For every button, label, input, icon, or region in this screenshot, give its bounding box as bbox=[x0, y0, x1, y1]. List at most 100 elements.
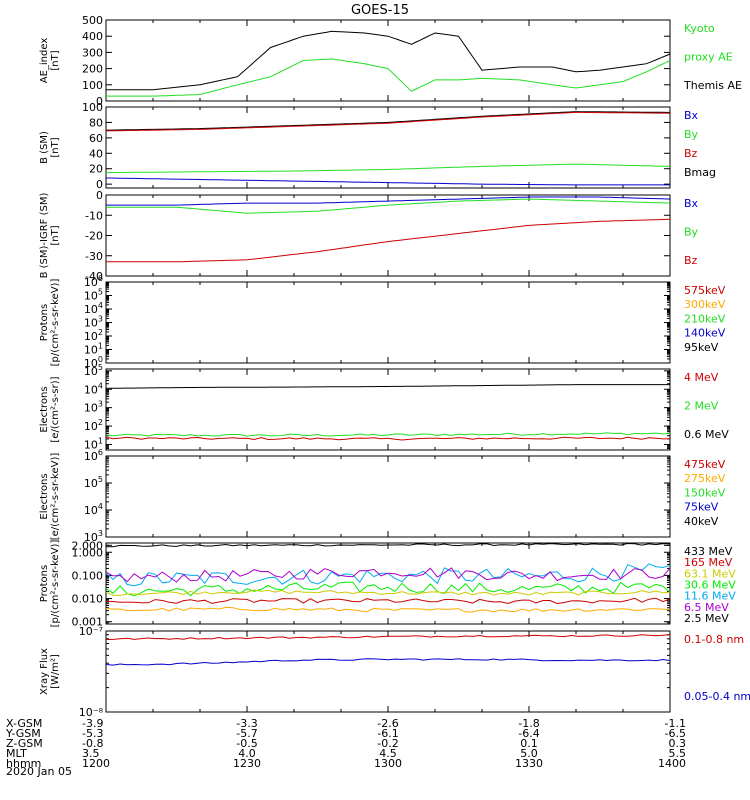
orbit-value: -1.8 bbox=[518, 717, 539, 730]
legend-proxy-ae: proxy AE bbox=[684, 50, 733, 63]
legend-by: By bbox=[684, 128, 699, 141]
legend-by: By bbox=[684, 225, 699, 238]
legend-themis-ae: Themis AE bbox=[683, 79, 742, 92]
panel-bdiff: -40 -30 -20 -10 0 B (SM)-IGRF (SM) [nT] Bx By Bz bbox=[39, 189, 699, 283]
orbit-value: 1230 bbox=[233, 757, 261, 770]
orbit-value: -1.1 bbox=[665, 717, 686, 730]
y-axis-title: Electrons bbox=[39, 386, 50, 432]
y-tick-label: 0 bbox=[96, 189, 103, 202]
legend-95kev: 95keV bbox=[684, 341, 719, 354]
y-tick-label: 0.010 bbox=[72, 593, 104, 606]
legend-63-1-mev: 63.1 MeV bbox=[684, 567, 736, 580]
series-0-1-0-8-nm bbox=[105, 634, 671, 640]
orbit-value: -5.7 bbox=[236, 727, 257, 740]
orbit-value: 0.3 bbox=[669, 737, 687, 750]
y-tick-exponent: 5 bbox=[98, 288, 103, 297]
legend-575kev: 575keV bbox=[684, 284, 726, 297]
y-tick-exponent: 5 bbox=[98, 363, 103, 372]
y-tick-label: 103 bbox=[84, 400, 103, 415]
legend-2-mev: 2 MeV bbox=[684, 399, 719, 412]
y-tick-label: 20 bbox=[89, 163, 103, 176]
series-6-5-mev bbox=[105, 567, 671, 583]
y-tick-label: 105 bbox=[84, 363, 103, 378]
y-tick-label: 40 bbox=[89, 147, 103, 160]
y-axis-title: Protons bbox=[39, 565, 50, 602]
legend-kyoto: Kyoto bbox=[684, 22, 715, 35]
y-tick-exponent: 3 bbox=[98, 400, 103, 409]
orbit-value: -0.2 bbox=[377, 737, 398, 750]
y-axis-title: [nT] bbox=[50, 50, 61, 70]
y-tick-exponent: 0 bbox=[98, 355, 103, 364]
series-0-05-0-4-nm bbox=[105, 658, 671, 666]
y-tick-label: 0 bbox=[96, 95, 103, 108]
y-axis-title: Protons bbox=[39, 304, 50, 341]
y-axis-title: [p/(cm²-s-sr-keV)] bbox=[50, 279, 61, 367]
orbit-row-label: X-GSM bbox=[6, 717, 42, 730]
y-tick-label: 100 bbox=[82, 79, 103, 92]
panel-frame bbox=[105, 106, 671, 189]
y-tick-exponent: 3 bbox=[98, 529, 103, 538]
series-11-6-mev bbox=[105, 563, 671, 587]
panel-ae: 0 100 200 300 400 500 AE_index [nT] Kyoto proxy A… bbox=[39, 14, 742, 108]
y-tick-label: 60 bbox=[89, 132, 103, 145]
panel-xray: 10⁻⁸ 10⁻⁷ Xray Flux [W/m²] 0.1-0.8 nm 0.05-0.… bbox=[39, 625, 750, 719]
orbit-value: 4.0 bbox=[238, 747, 256, 760]
series-433-mev bbox=[105, 606, 671, 613]
legend-0-05-0-4-nm: 0.05-0.4 nm bbox=[684, 690, 750, 703]
legend-bz: Bz bbox=[684, 254, 698, 267]
y-axis-title: [e/(cm²-s-sr-keV)] bbox=[50, 453, 61, 541]
legend-bx: Bx bbox=[684, 109, 699, 122]
orbit-value: -0.8 bbox=[82, 737, 103, 750]
panel-frame bbox=[105, 455, 671, 538]
series-bmag bbox=[106, 111, 670, 131]
y-tick-label: 200 bbox=[82, 63, 103, 76]
orbit-value: 0.1 bbox=[520, 737, 538, 750]
y-axis-title: Electrons bbox=[39, 473, 50, 519]
orbit-value: -6.4 bbox=[518, 727, 539, 740]
orbit-value: -5.3 bbox=[82, 727, 103, 740]
legend-210kev: 210keV bbox=[684, 312, 726, 325]
legend-75kev: 75keV bbox=[684, 501, 719, 514]
y-axis-title: [nT] bbox=[50, 225, 61, 245]
y-tick-label: 0.100 bbox=[72, 569, 104, 582]
legend-150kev: 150keV bbox=[684, 486, 726, 499]
plot-title: GOES-15 bbox=[351, 3, 409, 18]
y-tick-label: 500 bbox=[82, 14, 103, 27]
y-axis-title: [e/(cm²-s-sr)] bbox=[50, 376, 61, 442]
y-tick-exponent: 6 bbox=[98, 448, 103, 457]
y-tick-label: 100 bbox=[82, 101, 103, 114]
orbit-value: 5.5 bbox=[669, 747, 687, 760]
y-tick-exponent: 2 bbox=[98, 418, 103, 427]
y-tick-label: -30 bbox=[85, 250, 103, 263]
orbit-value: 1330 bbox=[515, 757, 543, 770]
orbit-value: 1200 bbox=[82, 757, 110, 770]
y-tick-exponent: 1 bbox=[98, 342, 103, 351]
legend-300kev: 300keV bbox=[684, 298, 726, 311]
series-2-mev bbox=[105, 432, 671, 437]
series-bx bbox=[106, 177, 670, 186]
panel-frame bbox=[105, 194, 671, 277]
y-tick-label: 104 bbox=[84, 502, 103, 517]
series-165-mev bbox=[105, 597, 671, 605]
y-tick-label: -10 bbox=[85, 209, 103, 222]
orbit-value: -3.3 bbox=[236, 717, 257, 730]
y-axis-title: [nT] bbox=[50, 137, 61, 157]
legend-275kev: 275keV bbox=[684, 472, 726, 485]
legend-6-5-mev: 6.5 MeV bbox=[684, 601, 729, 614]
legend-0-1-0-8-nm: 0.1-0.8 nm bbox=[684, 633, 744, 646]
series-30-6-mev bbox=[105, 581, 671, 597]
y-axis-title: B (SM)-IGRF (SM) bbox=[39, 193, 50, 279]
legend-4-mev: 4 MeV bbox=[684, 371, 719, 384]
y-tick-exponent: 5 bbox=[98, 475, 103, 484]
y-tick-exponent: 4 bbox=[98, 381, 103, 390]
y-tick-label: 102 bbox=[84, 418, 103, 433]
y-tick-label: 104 bbox=[84, 381, 103, 396]
series-63-1-mev bbox=[105, 589, 671, 597]
series-bz bbox=[105, 111, 671, 132]
legend-475kev: 475keV bbox=[684, 458, 726, 471]
y-tick-exponent: 4 bbox=[98, 502, 103, 511]
orbit-row-label: MLT bbox=[6, 747, 27, 760]
orbit-row-label: Z-GSM bbox=[6, 737, 43, 750]
y-tick-exponent: 3 bbox=[98, 315, 103, 324]
